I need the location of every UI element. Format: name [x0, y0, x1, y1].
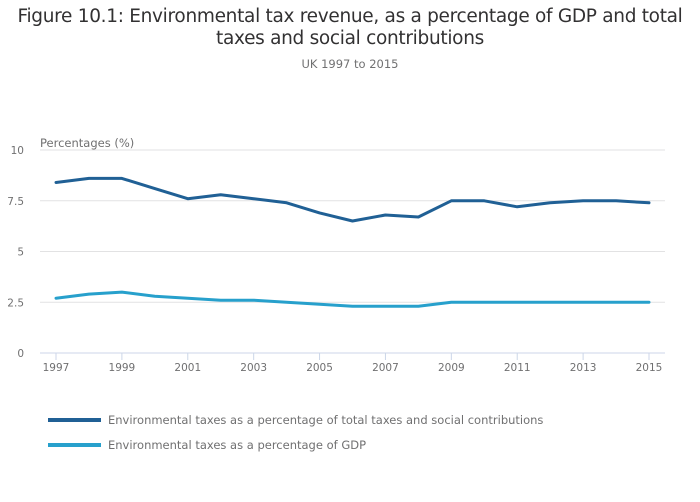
- series-group: [54, 176, 651, 308]
- x-axis: 1997 1999 2001 2003 2005 2007 2009 2011 2013 2015: [40, 352, 665, 374]
- chart-title: Figure 10.1: Environmental tax revenue, …: [0, 6, 700, 50]
- legend: Environmental taxes as a percentage of t…: [48, 407, 543, 457]
- x-tick-label: 2007: [372, 362, 399, 374]
- x-tick-label: 1997: [43, 362, 70, 374]
- legend-item-gdp[interactable]: Environmental taxes as a percentage of G…: [48, 432, 543, 457]
- y-tick-label: 7.5: [7, 196, 24, 208]
- y-tick-label: 2.5: [7, 297, 24, 309]
- legend-label-total-taxes: Environmental taxes as a percentage of t…: [108, 412, 544, 427]
- y-axis-title: Percentages (%): [40, 136, 134, 150]
- chart-subtitle: UK 1997 to 2015: [301, 57, 399, 71]
- x-tick-label: 2013: [570, 362, 597, 374]
- series-line-0[interactable]: [54, 176, 651, 223]
- legend-swatch-total-taxes: [48, 417, 101, 422]
- legend-item-total-taxes[interactable]: Environmental taxes as a percentage of t…: [48, 407, 543, 432]
- legend-label-gdp: Environmental taxes as a percentage of G…: [108, 437, 367, 452]
- x-tick-label: 2005: [306, 362, 333, 374]
- gridlines: [40, 149, 665, 303]
- y-axis: 0 2.5 5 7.5 10: [7, 145, 24, 360]
- chart-title-line-2: taxes and social contributions: [216, 28, 484, 49]
- x-tick-label: 2011: [504, 362, 531, 374]
- y-tick-label: 10: [11, 145, 24, 157]
- y-tick-label: 0: [17, 348, 24, 360]
- x-tick-label: 2001: [174, 362, 201, 374]
- series-line-1[interactable]: [54, 290, 651, 308]
- chart-title-line-1: Figure 10.1: Environmental tax revenue, …: [17, 6, 683, 27]
- y-tick-label: 5: [17, 247, 24, 259]
- x-tick-label: 2009: [438, 362, 465, 374]
- x-tick-label: 2003: [240, 362, 267, 374]
- x-tick-label: 2015: [636, 362, 663, 374]
- x-tick-label: 1999: [109, 362, 136, 374]
- legend-swatch-gdp: [48, 442, 101, 447]
- line-chart: 1997 1999 2001 2003 2005 2007 2009 2011 2013 2015…: [7, 136, 665, 374]
